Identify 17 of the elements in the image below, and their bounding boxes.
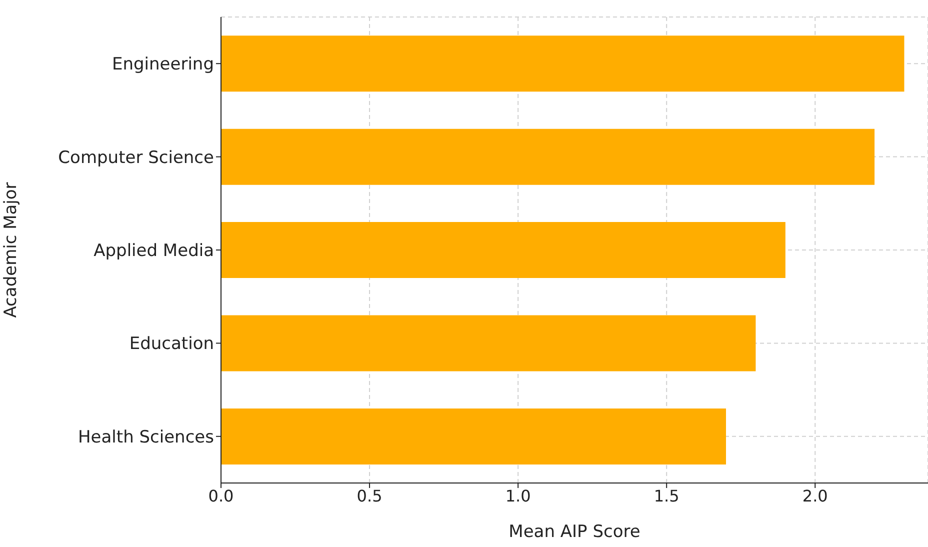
bar bbox=[221, 315, 756, 372]
bar bbox=[221, 36, 904, 92]
y-tick-label: Education bbox=[129, 334, 214, 354]
y-tick-label: Health Sciences bbox=[78, 427, 214, 448]
x-tick-label: 0.5 bbox=[356, 486, 382, 506]
x-tick-label: 1.5 bbox=[654, 486, 680, 506]
bar bbox=[221, 222, 786, 278]
y-tick-label: Engineering bbox=[112, 54, 214, 75]
y-tick-label: Applied Media bbox=[94, 241, 214, 262]
x-tick-label: 0.0 bbox=[208, 486, 234, 506]
x-axis-title: Mean AIP Score bbox=[508, 522, 640, 542]
bar bbox=[221, 128, 875, 185]
y-tick-label: Computer Science bbox=[58, 148, 214, 168]
y-axis-title: Academic Major bbox=[1, 182, 22, 318]
x-tick-label: 1.0 bbox=[505, 486, 531, 506]
x-tick-label: 2.0 bbox=[802, 486, 828, 506]
bar bbox=[221, 408, 726, 464]
